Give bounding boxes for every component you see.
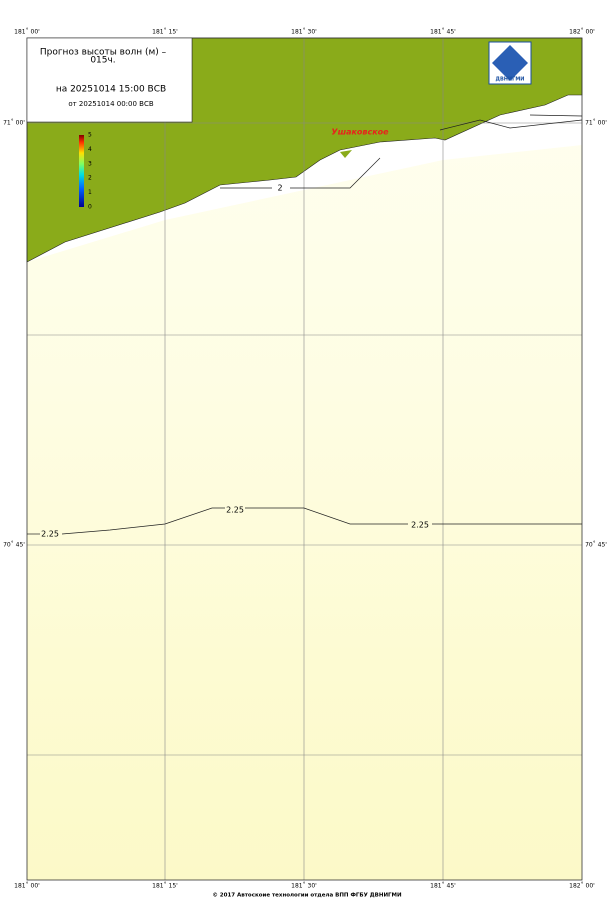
contour-label: 2.25 [41,530,59,539]
colorbar-label: 5 [88,132,92,139]
colorbar-label: 2 [88,175,92,182]
lon-label: 181˚ 45' [430,883,456,890]
footer: © 2017 Автоскоие технологии отдела ВПП Ф… [212,893,402,899]
colorbar-label: 3 [88,160,92,167]
islet [340,150,352,158]
valid-time: на 20251014 15:00 ВСВ [56,85,166,95]
title: Прогноз высоты волн (м) – [40,48,167,58]
lon-label: 181˚ 30' [291,29,317,36]
colorbar-label: 1 [88,189,92,196]
lat-label: 71˚ 00' [585,120,607,127]
place-label: Ушаковское [331,128,389,137]
contour-label: 2.25 [226,506,244,515]
frame [26,37,583,881]
title: 015ч. [90,56,115,66]
graticule [27,38,582,880]
lat-label: 70˚ 45' [3,542,25,549]
lat-label: 70˚ 45' [585,542,607,549]
colorbar-label: 0 [88,204,92,211]
logo-text: ДВНИГМИ [496,77,525,83]
lon-label: 181˚ 45' [430,29,456,36]
contour-label: 2 [277,184,282,193]
colorbar-label: 4 [88,146,92,153]
logo-mark [492,45,528,81]
contours [27,114,583,535]
lat-label: 71˚ 00' [3,120,25,127]
lon-label: 181˚ 00' [14,883,40,890]
lon-label: 181˚ 15' [152,29,178,36]
title-box [26,37,193,123]
lon-label: 182˚ 00' [569,883,595,890]
lon-label: 181˚ 00' [14,29,40,36]
colorbar [79,135,84,207]
lon-label: 181˚ 15' [152,883,178,890]
lon-label: 182˚ 00' [569,29,595,36]
contour-label: 2.25 [411,521,429,530]
issued-time: от 20251014 00:00 ВСВ [68,100,154,108]
lon-label: 181˚ 30' [291,883,317,890]
